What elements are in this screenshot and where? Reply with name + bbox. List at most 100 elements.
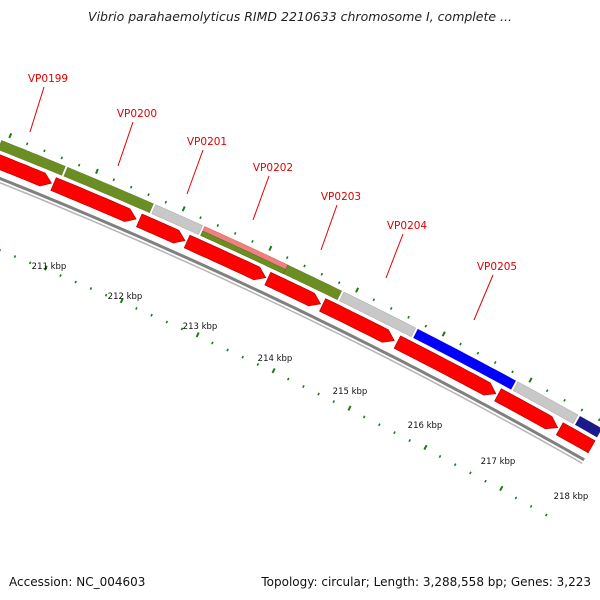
minor-tick	[389, 307, 393, 310]
minor-tick	[77, 163, 81, 167]
gene-label-leader	[252, 175, 270, 221]
minor-tick	[529, 505, 533, 508]
minor-tick	[285, 256, 289, 260]
backbone-line	[0, 176, 585, 462]
scale-label: 215 kbp	[333, 387, 368, 397]
minor-tick	[28, 261, 32, 265]
minor-tick	[241, 355, 244, 359]
gene-label-leader	[117, 121, 134, 167]
sequence-title: Vibrio parahaemolyticus RIMD 2210633 chr…	[88, 9, 512, 24]
minor-tick	[43, 149, 46, 153]
minor-tick	[302, 385, 305, 389]
minor-tick	[372, 298, 376, 302]
major-tick	[528, 377, 533, 383]
minor-tick	[514, 496, 518, 500]
minor-tick	[135, 306, 138, 310]
minor-tick	[393, 431, 396, 435]
scale-label: 213 kbp	[183, 322, 218, 332]
major-tick	[268, 245, 273, 252]
gene-feature-vp0204[interactable]	[339, 291, 417, 338]
reverse-gene-feature[interactable]	[319, 298, 395, 343]
gene-tracks	[0, 139, 600, 454]
minor-tick	[251, 239, 254, 243]
minor-tick	[226, 348, 229, 352]
minor-tick	[286, 377, 290, 381]
scale-label: 211 kbp	[32, 262, 67, 272]
minor-tick	[150, 313, 153, 317]
reverse-gene-feature[interactable]	[264, 271, 322, 307]
minor-tick	[453, 463, 457, 467]
major-tick	[8, 133, 13, 139]
gene-feature-next-b[interactable]	[574, 415, 600, 438]
minor-tick	[337, 281, 341, 285]
accession-text: Accession: NC_004603	[9, 575, 146, 589]
gene-label-leader	[186, 149, 204, 195]
gene-label-vp0205[interactable]: VP0205	[477, 261, 517, 273]
backbone-shadow-line	[0, 181, 583, 464]
scale-label: 218 kbp	[554, 492, 589, 502]
gene-label-leader	[385, 233, 404, 279]
minor-tick	[320, 272, 324, 276]
minor-tick	[511, 370, 514, 374]
minor-tick	[476, 351, 480, 355]
minor-tick	[484, 479, 487, 483]
gene-feature-vp0205[interactable]	[412, 328, 517, 390]
minor-tick	[580, 408, 584, 412]
reverse-gene-feature[interactable]	[393, 335, 497, 396]
minor-tick	[332, 400, 336, 404]
major-tick	[43, 265, 48, 271]
minor-tick	[104, 293, 108, 297]
reverse-gene-feature[interactable]	[0, 153, 52, 187]
reverse-gene-feature[interactable]	[183, 234, 267, 281]
minor-tick	[317, 392, 320, 396]
gene-feature-next-a[interactable]	[512, 381, 579, 425]
reverse-gene-feature[interactable]	[494, 388, 559, 430]
major-tick	[95, 168, 99, 174]
gene-label-vp0203[interactable]: VP0203	[321, 191, 361, 203]
reverse-gene-feature[interactable]	[555, 422, 596, 454]
tick-marks	[0, 133, 600, 517]
minor-tick	[112, 178, 116, 182]
minor-tick	[60, 156, 64, 160]
gene-label-leader	[320, 204, 338, 251]
gene-feature-vp0203[interactable]	[283, 264, 343, 301]
minor-tick	[74, 280, 77, 284]
minor-tick	[438, 455, 442, 458]
gene-label-vp0201[interactable]: VP0201	[187, 136, 227, 148]
minor-tick	[233, 231, 237, 235]
scale-label: 212 kbp	[108, 292, 143, 302]
minor-tick	[469, 471, 472, 475]
minor-tick	[407, 315, 410, 319]
minor-tick	[563, 398, 566, 402]
minor-tick	[493, 361, 497, 364]
gene-feature-vp0201[interactable]	[151, 204, 203, 235]
reverse-gene-feature[interactable]	[136, 213, 186, 244]
minor-tick	[408, 439, 411, 442]
sequence-summary-text: Topology: circular; Length: 3,288,558 bp…	[261, 575, 591, 589]
minor-tick	[165, 320, 169, 324]
gene-label-vp0200[interactable]: VP0200	[117, 108, 157, 120]
gene-feature-vp0200[interactable]	[63, 166, 154, 214]
minor-tick	[129, 185, 133, 189]
minor-tick	[13, 255, 17, 258]
minor-tick	[303, 264, 306, 268]
gene-label-vp0199[interactable]: VP0199	[28, 73, 68, 85]
gene-label-vp0204[interactable]: VP0204	[387, 220, 428, 232]
gene-label-vp0202[interactable]: VP0202	[253, 162, 293, 174]
minor-tick	[216, 224, 220, 228]
major-tick	[499, 485, 504, 492]
gene-feature-vp0199[interactable]	[0, 139, 66, 176]
reverse-gene-feature[interactable]	[50, 177, 137, 222]
minor-tick	[544, 513, 548, 517]
minor-tick	[199, 216, 202, 220]
gene-label-leader	[29, 86, 45, 133]
minor-tick	[377, 423, 381, 427]
major-tick	[195, 332, 200, 338]
minor-tick	[362, 415, 366, 419]
major-tick	[423, 444, 428, 451]
scale-label: 216 kbp	[408, 421, 443, 431]
minor-tick	[89, 287, 93, 291]
major-tick	[355, 287, 360, 293]
major-tick	[271, 367, 276, 374]
